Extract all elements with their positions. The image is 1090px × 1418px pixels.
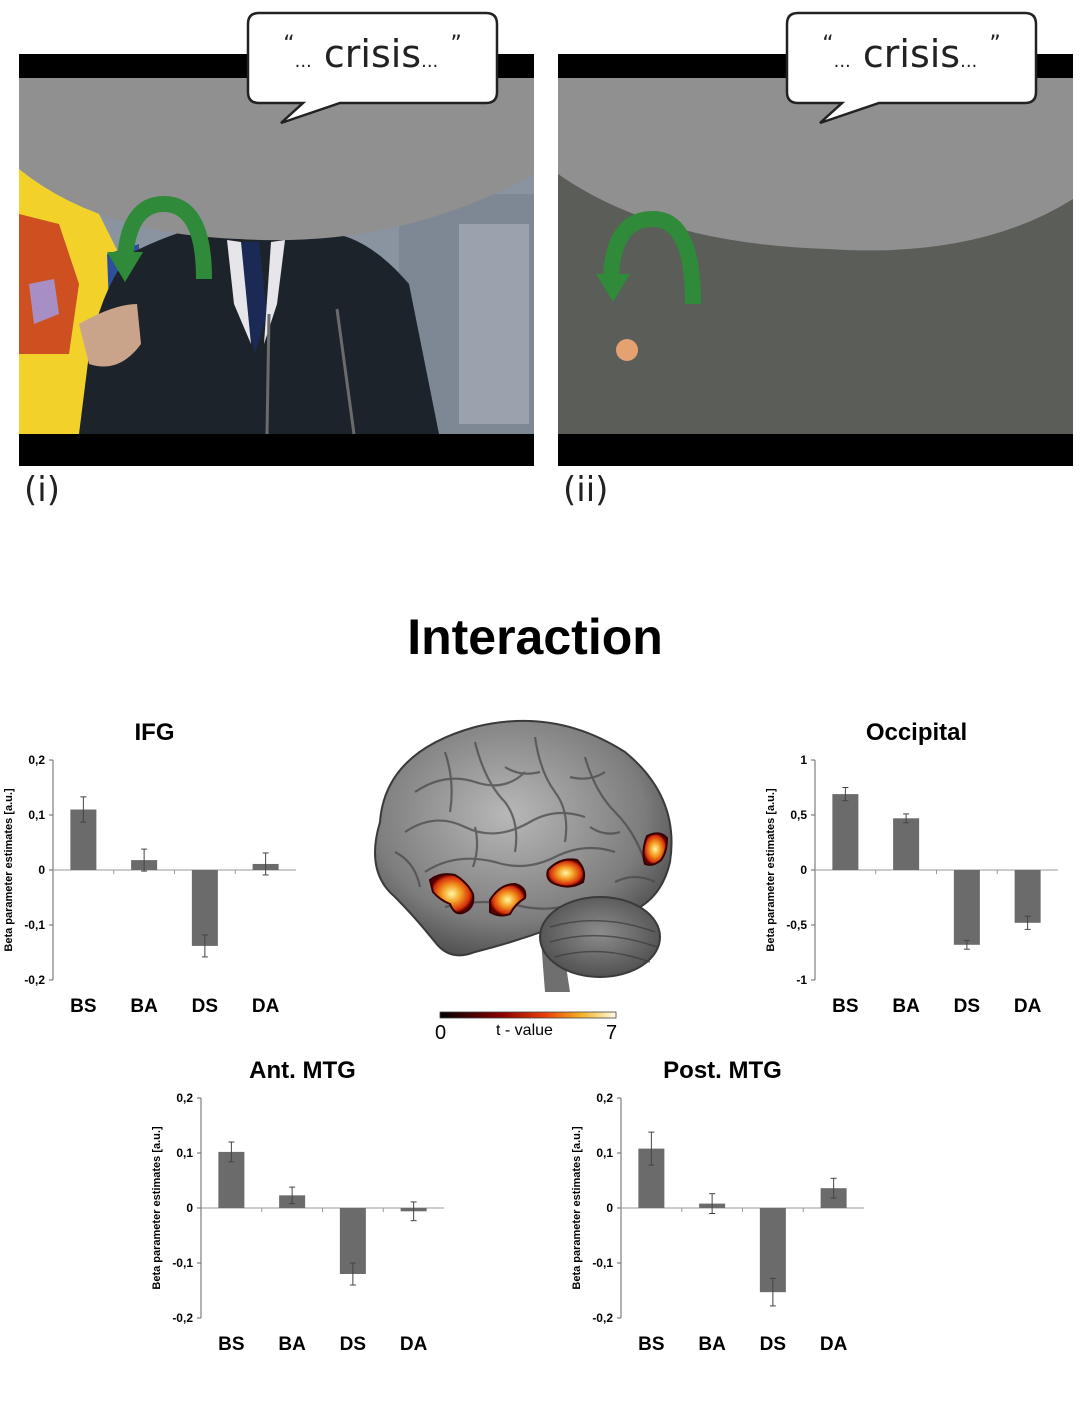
y-tick-label: 0,5 [790, 808, 807, 822]
curved-arrow-icon [117, 195, 212, 280]
ellipsis-left: ... [833, 51, 851, 72]
open-quote: “ [822, 32, 834, 57]
colorbar-gradient [439, 1011, 617, 1019]
bar-ds [953, 870, 980, 945]
category-label: DA [400, 1334, 428, 1355]
post-mtg-chart: Post. MTG Beta parameter estimates [a.u.]… [568, 1050, 878, 1370]
bar-bs [832, 794, 859, 870]
panel-label-i: (i) [24, 470, 60, 510]
chart-svg: Post. MTG Beta parameter estimates [a.u.]… [571, 1057, 864, 1355]
ellipsis-left: ... [294, 51, 312, 72]
y-tick-label: 0 [606, 1201, 613, 1215]
category-label: DA [820, 1334, 848, 1355]
category-label: BA [130, 996, 158, 1017]
y-tick-label: -0,1 [592, 1256, 613, 1270]
chart-title: IFG [135, 719, 175, 746]
colorbar-max-label: 7 [606, 1022, 618, 1044]
y-tick-label: -0,2 [172, 1311, 193, 1325]
occipital-chart: Occipital Beta parameter estimates [a.u.]… [762, 712, 1072, 1032]
category-label: BS [218, 1334, 244, 1355]
y-tick-label: 0,2 [596, 1091, 613, 1105]
chart-svg: IFG Beta parameter estimates [a.u.] -0,2 -0… [3, 719, 296, 1017]
y-axis-label: Beta parameter estimates [a.u.] [151, 1126, 163, 1290]
dot-icon [616, 339, 638, 361]
y-tick-label: -0,2 [24, 973, 45, 987]
brain-render-icon [374, 719, 673, 992]
ifg-chart: IFG Beta parameter estimates [a.u.] -0,2 -0… [0, 712, 310, 1032]
y-tick-label: -0,1 [172, 1256, 193, 1270]
y-tick-label: -0,2 [592, 1311, 613, 1325]
video-panel-i [19, 54, 534, 471]
category-label: DS [340, 1334, 366, 1355]
y-tick-label: -1 [796, 973, 807, 987]
category-label: DS [760, 1334, 786, 1355]
panel-label-ii: (ii) [563, 470, 609, 510]
y-axis-label: Beta parameter estimates [a.u.] [765, 788, 777, 952]
bar-ds [191, 870, 218, 946]
speaker-video-frame [19, 54, 534, 466]
bar-da [1014, 870, 1041, 923]
bar-ba [893, 818, 920, 870]
speech-bubble-icon: “... crisis... ” [784, 10, 1039, 128]
chart-title: Ant. MTG [249, 1057, 356, 1084]
figure-title: Interaction [407, 609, 663, 665]
colorbar-min-label: 0 [435, 1022, 447, 1044]
y-tick-label: 0,1 [176, 1146, 193, 1160]
brain-render [355, 712, 685, 1002]
y-tick-label: 0 [186, 1201, 193, 1215]
y-tick-label: 0 [38, 863, 45, 877]
chart-title: Post. MTG [663, 1057, 782, 1084]
speech-bubble-icon: “... crisis... ” [245, 10, 500, 128]
ellipsis-right: ... [421, 51, 439, 72]
chart-title: Occipital [866, 719, 967, 746]
y-tick-label: -0,5 [786, 918, 807, 932]
close-quote: ” [450, 32, 462, 57]
y-tick-label: 0,2 [28, 753, 45, 767]
dot-video-frame [558, 54, 1073, 466]
curved-arrow-icon [603, 210, 701, 305]
speech-word: crisis [323, 32, 422, 76]
y-tick-label: 0,2 [176, 1091, 193, 1105]
category-label: DS [954, 996, 980, 1017]
category-label: DA [252, 996, 280, 1017]
close-quote: ” [989, 32, 1001, 57]
ellipsis-right: ... [960, 51, 978, 72]
y-axis-label: Beta parameter estimates [a.u.] [3, 788, 15, 952]
y-tick-label: -0,1 [24, 918, 45, 932]
category-label: DS [192, 996, 218, 1017]
category-label: DA [1014, 996, 1042, 1017]
y-axis-label: Beta parameter estimates [a.u.] [571, 1126, 583, 1290]
chart-svg: Occipital Beta parameter estimates [a.u.]… [765, 719, 1058, 1017]
category-label: BA [892, 996, 920, 1017]
category-label: BS [638, 1334, 664, 1355]
colorbar: 0 t - value 7 [430, 1010, 630, 1055]
category-label: BS [832, 996, 858, 1017]
y-tick-label: 1 [800, 753, 807, 767]
y-tick-label: 0,1 [28, 808, 45, 822]
category-label: BA [698, 1334, 726, 1355]
category-label: BS [70, 996, 96, 1017]
video-panel-ii [558, 54, 1073, 471]
activation-cluster [428, 832, 669, 917]
open-quote: “ [283, 32, 295, 57]
speech-word: crisis [862, 32, 961, 76]
colorbar-label: t - value [496, 1022, 553, 1039]
y-tick-label: 0,1 [596, 1146, 613, 1160]
category-label: BA [278, 1334, 306, 1355]
y-tick-label: 0 [800, 863, 807, 877]
ant-mtg-chart: Ant. MTG Beta parameter estimates [a.u.] -… [148, 1050, 458, 1370]
